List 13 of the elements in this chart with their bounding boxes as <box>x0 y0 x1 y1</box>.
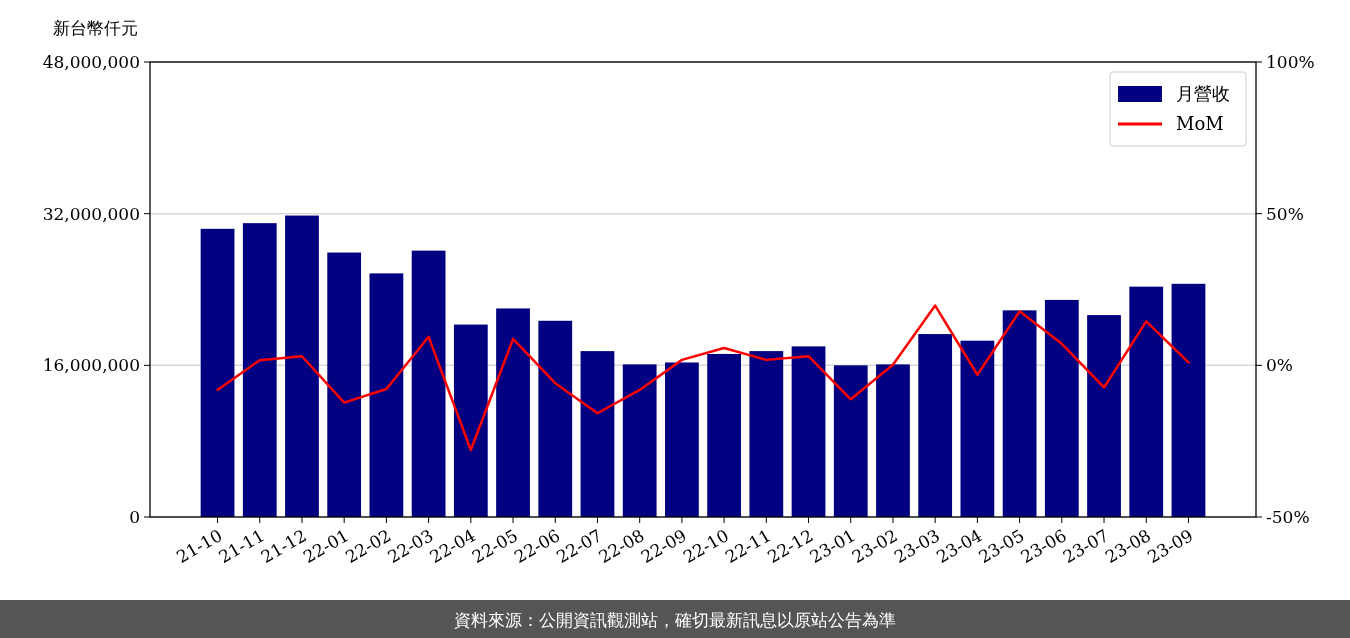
y-tick-label: 0 <box>129 507 140 527</box>
legend-label: 月營收 <box>1176 83 1230 104</box>
source-note: 資料來源：公開資訊觀測站，確切最新訊息以原站公告為準 <box>454 610 896 630</box>
y2-tick-label: 100% <box>1266 52 1315 72</box>
y-axis-title: 新台幣仟元 <box>52 18 138 38</box>
y2-tick-label: -50% <box>1266 507 1310 527</box>
y-tick-label: 16,000,000 <box>42 355 140 376</box>
y2-tick-label: 0% <box>1266 355 1293 376</box>
y-tick-label: 32,000,000 <box>42 203 140 224</box>
line-series <box>216 304 1190 452</box>
legend-label: MoM <box>1176 113 1224 134</box>
y2-tick-label: 50% <box>1266 203 1304 224</box>
y-tick-label: 48,000,000 <box>42 52 140 72</box>
